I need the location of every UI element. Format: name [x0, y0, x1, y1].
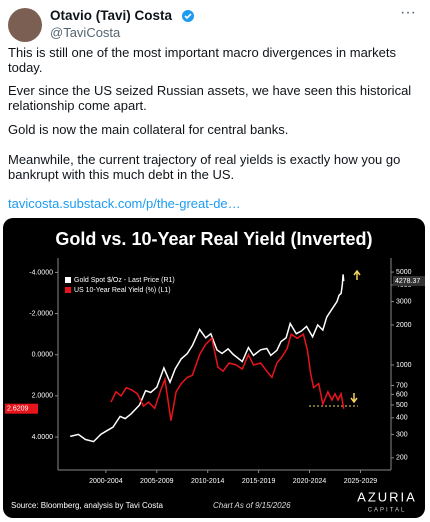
x-tick-label: 2000-2004 — [89, 478, 123, 485]
y-tick-label: 4.0000 — [32, 434, 54, 441]
author-handle[interactable]: @TaviCosta — [50, 25, 121, 40]
legend-swatch — [65, 277, 71, 283]
paragraph: Ever since the US seized Russian assets,… — [8, 83, 412, 113]
paragraph: Meanwhile, the current trajectory of rea… — [8, 152, 401, 182]
logo: AZURIA — [357, 489, 417, 504]
legend-label: US 10-Year Real Yield (%) (L1) — [74, 287, 171, 294]
y2-tick-label: 400 — [396, 415, 408, 422]
x-tick-label: 2010-2014 — [191, 478, 225, 485]
y2-tick-label: 2000 — [396, 322, 412, 329]
link[interactable]: tavicosta.substack.com/p/the-great-de… — [8, 196, 241, 211]
last-value-box — [5, 403, 38, 414]
verified-badge — [182, 10, 194, 22]
author-name[interactable]: Otavio (Tavi) Costa — [50, 8, 173, 23]
legend-label: Gold Spot $/Oz - Last Price (R1) — [74, 277, 175, 284]
logo-sub: CAPITAL — [368, 508, 407, 514]
y-tick-label: 0.0000 — [32, 352, 54, 359]
more-menu[interactable]: ··· — [400, 4, 416, 21]
y-tick-label: -2.0000 — [29, 310, 53, 317]
paragraph: This is still one of the most important … — [8, 45, 396, 75]
chart-background — [3, 218, 425, 518]
note: Chart As of 9/15/2026 — [213, 501, 291, 510]
series-line — [110, 332, 345, 421]
series-line — [70, 274, 345, 443]
y2-tick-label: 3000 — [396, 298, 412, 305]
source: Source: Bloomberg, analysis by Tavi Cost… — [11, 501, 163, 510]
x-tick-label: 2005-2009 — [140, 478, 174, 485]
y2-tick-label: 500 — [396, 402, 408, 409]
y2-tick-label: 300 — [396, 431, 408, 438]
last-value-box — [393, 276, 425, 287]
chart[interactable]: Gold vs. 10-Year Real Yield (Inverted) S… — [3, 218, 425, 518]
last-value-label: 4278.37 — [395, 278, 420, 285]
legend-swatch — [65, 287, 71, 293]
y2-tick-label: 200 — [396, 455, 408, 462]
avatar[interactable] — [8, 8, 42, 42]
y-tick-label: 2.0000 — [32, 393, 54, 400]
x-tick-label: 2025-2029 — [344, 478, 378, 485]
x-tick-label: 2020-2024 — [293, 478, 327, 485]
y2-tick-label: 700 — [396, 382, 408, 389]
y2-tick-label: 1000 — [396, 362, 412, 369]
arrow-up — [353, 269, 361, 280]
y-tick-label: -4.0000 — [29, 269, 53, 276]
chart-title: Gold vs. 10-Year Real Yield (Inverted) — [55, 229, 372, 249]
y2-tick-label: 5000 — [396, 269, 412, 276]
arrow-down — [350, 393, 358, 404]
x-tick-label: 2015-2019 — [242, 478, 276, 485]
y2-tick-label: 600 — [396, 391, 408, 398]
paragraph: Gold is now the main collateral for cent… — [8, 122, 289, 137]
last-value-label: 2.6209 — [7, 406, 29, 413]
